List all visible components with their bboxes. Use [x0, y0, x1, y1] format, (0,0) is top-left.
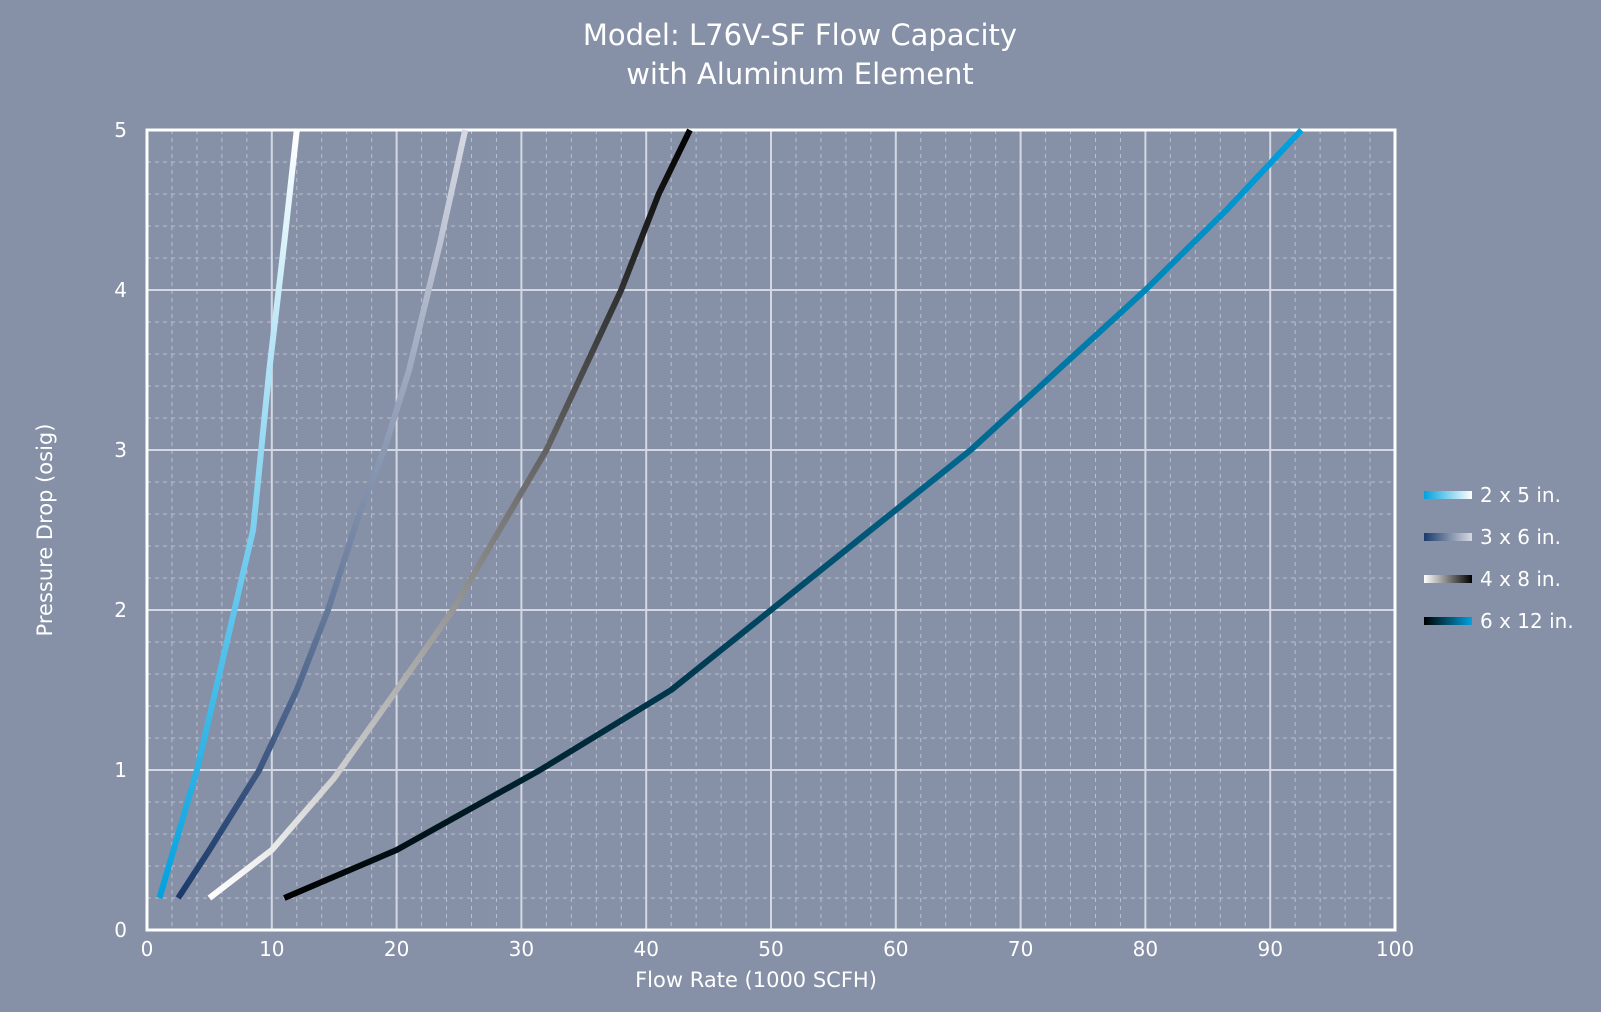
y-axis-title: Pressure Drop (osig): [33, 424, 57, 637]
legend-swatch: [1424, 491, 1472, 499]
legend-swatch: [1424, 575, 1472, 583]
y-tick-label: 3: [114, 438, 127, 462]
series-line-4: [283, 127, 1304, 901]
x-tick-label: 50: [758, 937, 783, 961]
minor-grid: [147, 130, 1395, 930]
legend-label: 4 x 8 in.: [1480, 567, 1561, 591]
plot-frame: [145, 128, 1397, 932]
legend-swatch: [1424, 533, 1472, 541]
y-tick-label: 0: [114, 918, 127, 942]
legend-label: 3 x 6 in.: [1480, 525, 1561, 549]
legend-label: 2 x 5 in.: [1480, 483, 1561, 507]
y-tick-label: 5: [114, 118, 127, 142]
legend-label: 6 x 12 in.: [1480, 609, 1574, 633]
x-tick-label: 0: [141, 937, 154, 961]
x-tick-label: 60: [883, 937, 908, 961]
x-axis-ticks: 0 10 20 30 40 50 60 70 80 90 100: [141, 937, 1414, 961]
y-axis-ticks: 0 1 2 3 4 5: [114, 118, 127, 942]
x-tick-label: 30: [509, 937, 534, 961]
y-tick-label: 2: [114, 598, 127, 622]
chart-subtitle: with Aluminum Element: [626, 57, 974, 91]
x-tick-label: 90: [1257, 937, 1282, 961]
legend-swatch: [1424, 617, 1472, 625]
y-tick-label: 1: [114, 758, 127, 782]
x-tick-label: 40: [633, 937, 658, 961]
x-tick-label: 80: [1133, 937, 1158, 961]
x-tick-label: 100: [1376, 937, 1414, 961]
legend: 2 x 5 in. 3 x 6 in. 4 x 8 in. 6 x 12 in.: [1424, 483, 1574, 633]
x-tick-label: 70: [1008, 937, 1033, 961]
x-tick-label: 20: [384, 937, 409, 961]
series-line-3: [207, 128, 693, 901]
x-axis-title: Flow Rate (1000 SCFH): [635, 968, 877, 992]
y-tick-label: 4: [114, 278, 127, 302]
x-tick-label: 10: [259, 937, 284, 961]
chart-title: Model: L76V-SF Flow Capacity: [583, 18, 1017, 52]
series-lines: [156, 127, 1304, 901]
series-line-1: [156, 129, 300, 899]
series-line-2: [175, 129, 469, 900]
